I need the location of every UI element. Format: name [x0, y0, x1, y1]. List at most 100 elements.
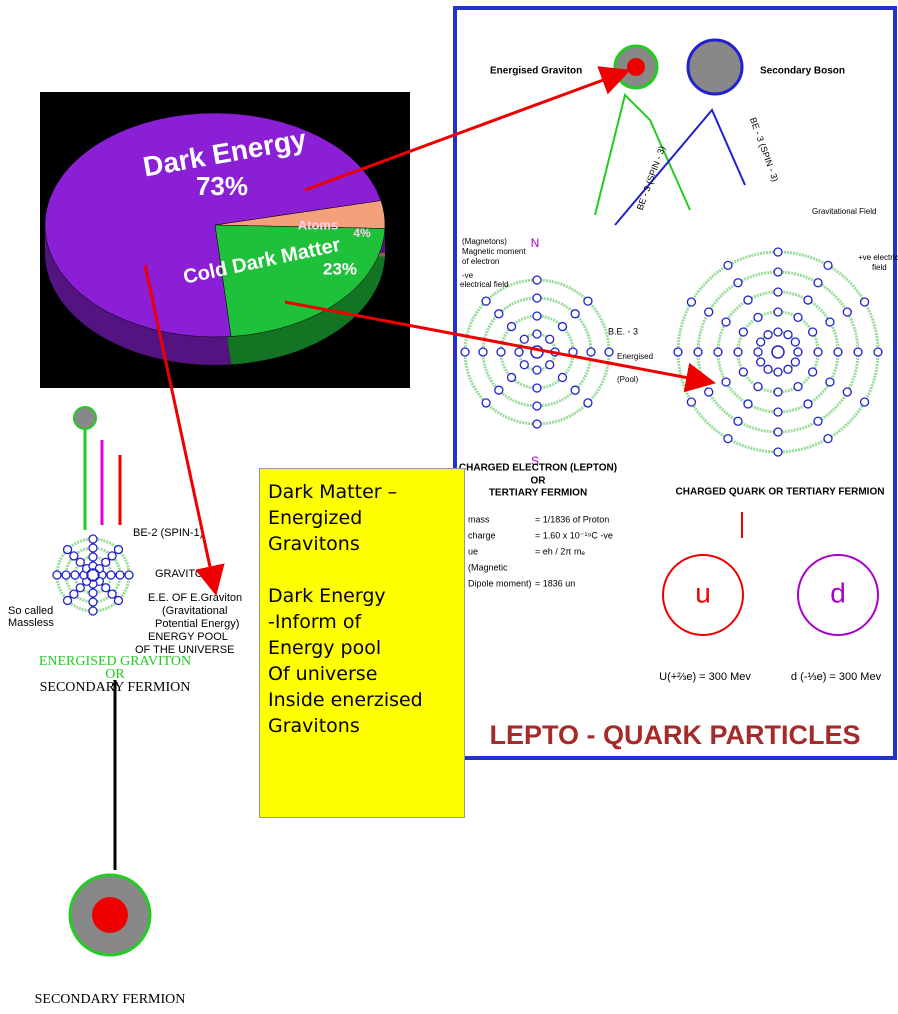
arrow: [304, 66, 631, 192]
label: N: [531, 236, 540, 250]
label: +ve electrical: [858, 253, 898, 262]
label: ENERGY POOL: [148, 631, 228, 643]
orbital: [686, 297, 697, 307]
orbital: [106, 570, 116, 580]
orbital: [94, 563, 105, 574]
orbital: [52, 570, 62, 580]
orbital: [570, 385, 580, 395]
orbital: [773, 447, 783, 457]
property: = 1836 un: [535, 578, 575, 588]
label: OF THE UNIVERSE: [135, 644, 234, 656]
arrow: [143, 264, 225, 596]
orbital: [693, 347, 703, 357]
orbital: [545, 334, 555, 344]
orbital: [756, 337, 766, 347]
label: GRAVITON: [155, 568, 211, 580]
ring: [676, 250, 880, 454]
orbital: [783, 330, 793, 340]
orbital: [75, 557, 85, 567]
orbital: [75, 583, 85, 593]
orbital: [873, 347, 883, 357]
orbital: [61, 570, 71, 580]
caption: OR: [105, 667, 125, 682]
orbital: [753, 347, 763, 357]
orbital: [478, 347, 488, 357]
label: of electron: [462, 257, 499, 266]
note-line: Gravitons: [268, 533, 360, 555]
panel-frame: [453, 6, 897, 760]
label: Energised: [617, 352, 653, 361]
label: u: [695, 577, 711, 608]
note-box: Dark Matter – Energized Gravitons Dark Ener…: [259, 468, 465, 818]
orbital: [823, 433, 833, 444]
fermion-core: [92, 897, 128, 933]
orbital: [583, 398, 593, 408]
orbital: [532, 419, 542, 429]
orbital: [545, 360, 555, 370]
pie-value: 73%: [196, 171, 248, 201]
label: TERTIARY FERMION: [489, 488, 587, 499]
note-line: Inside enerzised: [268, 689, 423, 711]
stem: [594, 93, 691, 216]
caption: SECONDARY FERMION: [40, 680, 191, 695]
orbital: [773, 307, 783, 317]
orbital: [807, 327, 818, 337]
orbital: [496, 347, 506, 357]
label: CHARGED QUARK OR TERTIARY FERMION: [676, 487, 885, 498]
property: mass: [468, 514, 490, 524]
orbital: [460, 347, 470, 357]
property: (Magnetic: [468, 562, 508, 572]
label: (Pool): [617, 375, 639, 384]
orbital: [753, 312, 763, 323]
label: S: [531, 454, 539, 468]
nucleus: [771, 345, 785, 359]
orbital: [825, 377, 835, 387]
orbital: [723, 260, 733, 271]
stem: [614, 108, 746, 226]
ring: [756, 330, 800, 374]
orbital: [583, 296, 593, 306]
orbital: [506, 372, 517, 383]
orbital: [62, 595, 73, 606]
note-line: Dark Energy: [268, 585, 386, 607]
note-line: Gravitons: [268, 715, 360, 737]
orbital: [773, 407, 783, 417]
orbital: [506, 321, 517, 332]
orbital: [723, 433, 733, 444]
graviton-icon: [73, 406, 97, 430]
orbital: [124, 570, 134, 580]
label: CHARGED ELECTRON (LEPTON): [459, 463, 617, 474]
property: = eh / 2π mₑ: [535, 546, 585, 556]
orbital: [101, 583, 111, 593]
orbital: [107, 551, 117, 561]
note-line: Dark Matter –: [268, 481, 398, 503]
orbital: [763, 364, 773, 374]
orbital: [763, 330, 773, 340]
ring: [736, 310, 820, 394]
orbital: [532, 275, 542, 285]
arrows: [143, 66, 716, 596]
caption: SECONDARY FERMION: [35, 992, 186, 1007]
caption: ENERGISED GRAVITON: [39, 654, 191, 669]
orbital: [790, 357, 800, 367]
property: = 1/1836 of Proton: [535, 514, 609, 524]
orbital: [69, 551, 79, 561]
orbital: [793, 381, 803, 392]
orbital: [773, 367, 783, 377]
orbital: [532, 311, 542, 321]
label: U(+⅔e) = 300 Mev: [659, 671, 751, 683]
orbital: [859, 297, 870, 307]
orbital: [107, 589, 117, 599]
orbital: [813, 347, 823, 357]
label: Secondary Boson: [760, 66, 845, 77]
graviton-core: [627, 58, 645, 76]
label: -ve: [462, 271, 474, 280]
pie-value: 4%: [353, 226, 371, 240]
orbital: [532, 293, 542, 303]
property: Dipole moment): [468, 578, 532, 588]
orbital: [842, 387, 852, 397]
pie-label: Atoms: [298, 217, 338, 232]
property: ue: [468, 546, 478, 556]
orbital: [70, 570, 80, 580]
label: Energised Graviton: [490, 66, 582, 77]
